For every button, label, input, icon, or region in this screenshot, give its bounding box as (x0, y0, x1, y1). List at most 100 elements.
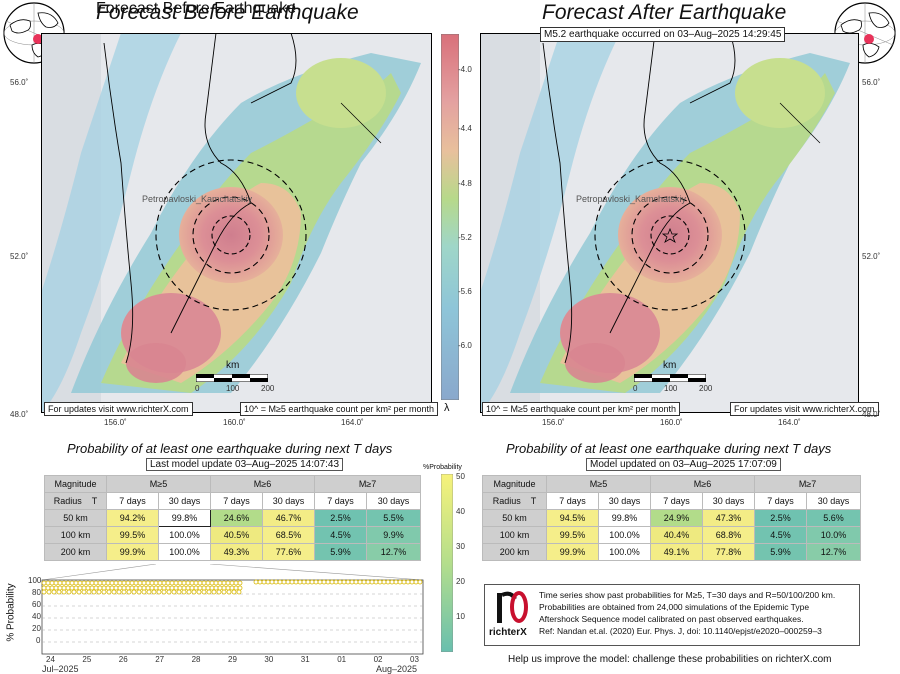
row-radius: 100 km (482, 526, 547, 544)
ts-ytick: 100 (28, 576, 42, 585)
prob-cell: 24.9% (650, 509, 704, 527)
right-map-title: Forecast After Earthquake (542, 1, 787, 24)
prob-cell: 47.3% (702, 509, 756, 527)
header-7days: 7 days (650, 492, 704, 510)
ts-point (51, 589, 57, 595)
ts-point (196, 589, 202, 595)
ts-xtick: 01 (337, 655, 347, 664)
info-box: richterX Time series show past probabili… (484, 584, 860, 646)
info-line: Probabilities are obtained from 24,000 s… (539, 602, 810, 612)
ts-point (236, 589, 242, 595)
colorbar-tick-1: -4.0 (458, 65, 472, 74)
ts-ytick: 80 (32, 588, 41, 597)
prob-cell: 100.0% (157, 526, 212, 544)
ts-point (136, 589, 142, 595)
left-lat-48: 48.0˚ (10, 410, 29, 419)
prob-cell: 46.7% (262, 509, 316, 527)
ts-point (81, 589, 87, 595)
prob-cell: 5.6% (806, 509, 862, 527)
ts-point (146, 589, 152, 595)
right-scale-tick-200: 200 (699, 384, 713, 393)
ts-point (71, 589, 77, 595)
ts-ytick: 40 (32, 612, 41, 621)
ts-point (86, 589, 92, 595)
header-m6: M≥6 (210, 475, 316, 493)
header-t: T (91, 496, 98, 506)
left-map-title-text: Forecast Before Earthquake (96, 1, 359, 24)
header-30days: 30 days (157, 492, 212, 510)
ts-point (231, 589, 237, 595)
ts-point (156, 589, 162, 595)
ts-ytick: 20 (32, 624, 41, 633)
colorbar-tick-6: -6.0 (458, 341, 472, 350)
header-7days: 7 days (754, 492, 808, 510)
ts-point (186, 589, 192, 595)
prob-cell: 99.5% (546, 526, 599, 544)
ts-point (131, 589, 137, 595)
right-lat-48: 48.0˚ (862, 410, 881, 419)
ts-point (56, 589, 62, 595)
right-scale-tick-100: 100 (664, 384, 678, 393)
header-magnitude: Magnitude (482, 475, 547, 493)
ts-point (216, 589, 222, 595)
prob-colorbar-tick: 40 (456, 507, 465, 516)
header-30days: 30 days (262, 492, 316, 510)
prob-cell: 2.5% (754, 509, 808, 527)
richterx-logo-text: richterX (489, 627, 527, 638)
right-scale-title: km (663, 360, 677, 371)
colorbar-label: λ (444, 402, 450, 414)
header-radius: Radius (492, 496, 521, 506)
prob-colorbar-tick: 20 (456, 577, 465, 586)
prob-cell: 4.5% (754, 526, 808, 544)
ts-xtick: 02 (373, 655, 383, 664)
prob-cell: 49.1% (650, 543, 704, 561)
ts-point (206, 589, 212, 595)
ts-point (191, 589, 197, 595)
prob-colorbar-tick: 10 (456, 612, 465, 621)
left-city-label: Petropavloski_Kamchatskiy (142, 194, 253, 204)
prob-colorbar (441, 474, 453, 652)
table-row: 200 km 99.9% 100.0% 49.3% 77.6% 5.9% 12.… (44, 543, 422, 561)
left-footer-link[interactable]: For updates visit www.richterX.com (44, 402, 193, 416)
table-row: 200 km 99.9% 100.0% 49.1% 77.8% 5.9% 12.… (482, 543, 862, 561)
timeseries-plot (41, 564, 424, 655)
ts-point (91, 589, 97, 595)
left-scale-tick-200: 200 (261, 384, 275, 393)
left-scale-tick-0: 0 (195, 384, 200, 393)
ts-point (126, 589, 132, 595)
right-city-label: Petropavloski_Kamchatskiy (576, 194, 687, 204)
table-row: 100 km 99.5% 100.0% 40.4% 68.8% 4.5% 10.… (482, 526, 862, 544)
ts-xtick: 24 (46, 655, 55, 664)
right-scale-bar (634, 374, 706, 382)
left-lat-56: 56.0˚ (10, 78, 29, 87)
left-map-title: Forecast Before Earthquake (96, 0, 297, 17)
prob-cell: 99.9% (106, 543, 159, 561)
prob-cell: 100.0% (597, 543, 652, 561)
ts-point (211, 589, 217, 595)
info-line: Aftershock Sequence model calibrated on … (539, 614, 804, 624)
hazard-colorbar (441, 34, 459, 400)
prob-cell: 40.4% (650, 526, 704, 544)
footer-challenge-link[interactable]: Help us improve the model: challenge the… (508, 654, 832, 665)
prob-colorbar-tick: 30 (456, 542, 465, 551)
row-radius: 100 km (44, 526, 107, 544)
table-row: 50 km 94.2% 99.8% 24.6% 46.7% 2.5% 5.5% (44, 509, 422, 527)
ts-point (111, 589, 117, 595)
prob-cell: 94.2% (106, 509, 159, 527)
left-table-update: Last model update 03–Aug–2025 14:07:43 (146, 458, 344, 471)
right-table-update: Model updated on 03–Aug–2025 17:07:09 (586, 458, 781, 471)
left-probability-table: Magnitude M≥5 M≥6 M≥7 Radius T 7 days 30… (44, 475, 422, 561)
ts-point (101, 589, 107, 595)
info-line: Ref: Nandan et.al. (2020) Eur. Phys. J, … (539, 626, 822, 636)
row-radius: 50 km (44, 509, 107, 527)
header-30days: 30 days (702, 492, 756, 510)
ts-point (201, 589, 207, 595)
right-lat-52: 52.0˚ (862, 252, 881, 261)
ts-point (106, 589, 112, 595)
left-lon-164: 164.0˚ (341, 418, 364, 427)
prob-cell: 99.9% (546, 543, 599, 561)
left-lat-52: 52.0˚ (10, 252, 29, 261)
right-footer-link[interactable]: For updates visit www.richterX.com (730, 402, 879, 416)
prob-cell-selected[interactable]: 99.8% (157, 509, 212, 527)
header-7days: 7 days (106, 492, 159, 510)
